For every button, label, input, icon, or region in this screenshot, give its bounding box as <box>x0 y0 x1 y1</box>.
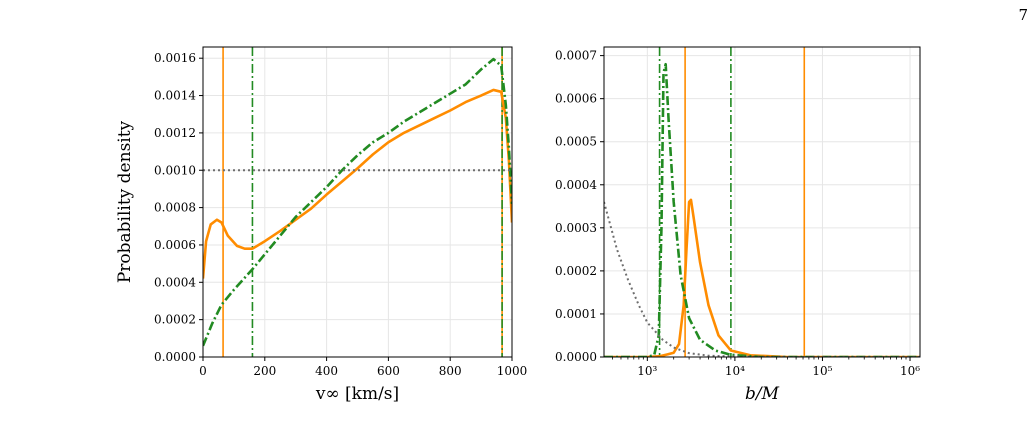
y-tick-label: 0.0006 <box>555 92 597 106</box>
x-tick-label: 10³ <box>637 364 657 378</box>
axes-frame <box>202 46 513 358</box>
x-tick-label: 200 <box>253 364 276 378</box>
x-tick-label: 1000 <box>497 364 528 378</box>
y-axis-title: Probability density <box>115 120 135 283</box>
y-tick-label: 0.0004 <box>555 178 597 192</box>
series-line-dashdot <box>203 57 512 347</box>
x-axis-title: v∞ [km/s] <box>315 384 399 404</box>
y-tick-label: 0.0006 <box>154 238 196 252</box>
series-line-solid <box>203 88 512 279</box>
axes-frame <box>603 46 921 358</box>
y-tick-label: 0.0010 <box>154 163 196 177</box>
page-number: 7 <box>1018 6 1028 24</box>
x-tick-label: 600 <box>377 364 400 378</box>
y-tick-label: 0.0002 <box>154 313 196 327</box>
y-tick-label: 0.0002 <box>555 264 597 278</box>
y-tick-label: 0.0001 <box>555 307 597 321</box>
y-tick-label: 0.0000 <box>555 350 597 364</box>
figure-caption <box>5 420 1029 434</box>
x-tick-label: 10⁵ <box>812 364 832 378</box>
plot-area <box>604 47 920 357</box>
series-line-solid <box>604 198 920 357</box>
y-tick-label: 0.0007 <box>555 49 597 63</box>
y-tick-label: 0.0004 <box>154 275 196 289</box>
y-tick-label: 0.0008 <box>154 201 196 215</box>
x-tick-label: 800 <box>439 364 462 378</box>
y-tick-label: 0.0016 <box>154 51 196 65</box>
velocity-panel: 0 200 400 600 800 1000 0.0000 0.0002 0.0004 0.000… <box>115 46 528 404</box>
y-tick-label: 0.0003 <box>555 221 597 235</box>
x-tick-label: 0 <box>199 364 207 378</box>
series-line-dotted <box>604 201 920 357</box>
y-tick-label: 0.0005 <box>555 135 597 149</box>
y-tick-label: 0.0000 <box>154 350 196 364</box>
x-tick-label: 10⁴ <box>725 364 745 378</box>
x-axis-title: b/M <box>745 384 780 404</box>
y-tick-label: 0.0014 <box>154 89 196 103</box>
plot-area <box>203 47 512 357</box>
x-tick-label: 10⁶ <box>900 364 920 378</box>
x-tick-label: 400 <box>315 364 338 378</box>
series-line-dashdot <box>604 62 920 357</box>
y-tick-label: 0.0012 <box>154 126 196 140</box>
impact-parameter-panel: 10³ 10⁴ 10⁵ 10⁶ 0.0000 0.0001 0.0002 0.0003 0.00… <box>555 46 921 404</box>
